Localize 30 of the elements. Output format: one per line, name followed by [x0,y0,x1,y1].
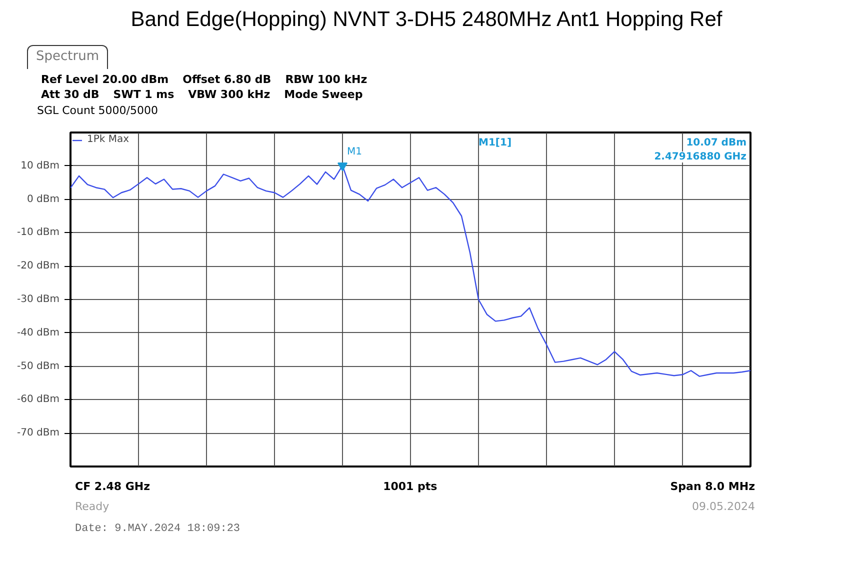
text: RBW 100 kHz [285,72,368,86]
chart-title: Band Edge(Hopping) NVNT 3-DH5 2480MHz Ant1 Hopping Ref [130,7,724,33]
text: Mode Sweep [284,88,363,102]
text: Ref Level 20.00 dBm [41,72,169,86]
y-tick-label: -20 dBm [17,260,60,272]
text: 09.05.2024 [692,498,755,514]
y-tick-label: -10 dBm [17,227,60,238]
text: 1001 pts [383,479,438,495]
y-tick-label: -60 dBm [17,394,60,406]
text: Span 8.0 MHz [670,479,755,495]
y-tick-label: -50 dBm [17,360,60,372]
text: Att 30 dB [41,88,100,102]
text: Spectrum [27,45,108,69]
text: Ready [75,498,110,514]
y-tick-label: 0 dBm [27,194,60,205]
y-tick-label: -40 dBm [17,327,60,338]
text: 1Pk Max [87,134,130,145]
annotation: 10.07 dBm [686,138,746,148]
text: SGL Count 5000/5000 [37,102,159,119]
y-tick-label: -30 dBm [17,294,60,305]
text: SWT 1 ms [113,88,174,102]
annotation: M1 [347,146,362,158]
text: CF 2.48 GHz [75,479,150,495]
y-tick-label: 10 dBm [20,160,60,172]
text: VBW 300 kHz [188,88,270,102]
text: Date: 9.MAY.2024 18:09:23 [75,522,242,538]
annotation: 2.47916880 GHz [654,152,747,162]
y-tick-label: -70 dBm [17,428,60,439]
text: Offset 6.80 dB [182,72,272,86]
annotation: M1[1] [478,138,512,148]
